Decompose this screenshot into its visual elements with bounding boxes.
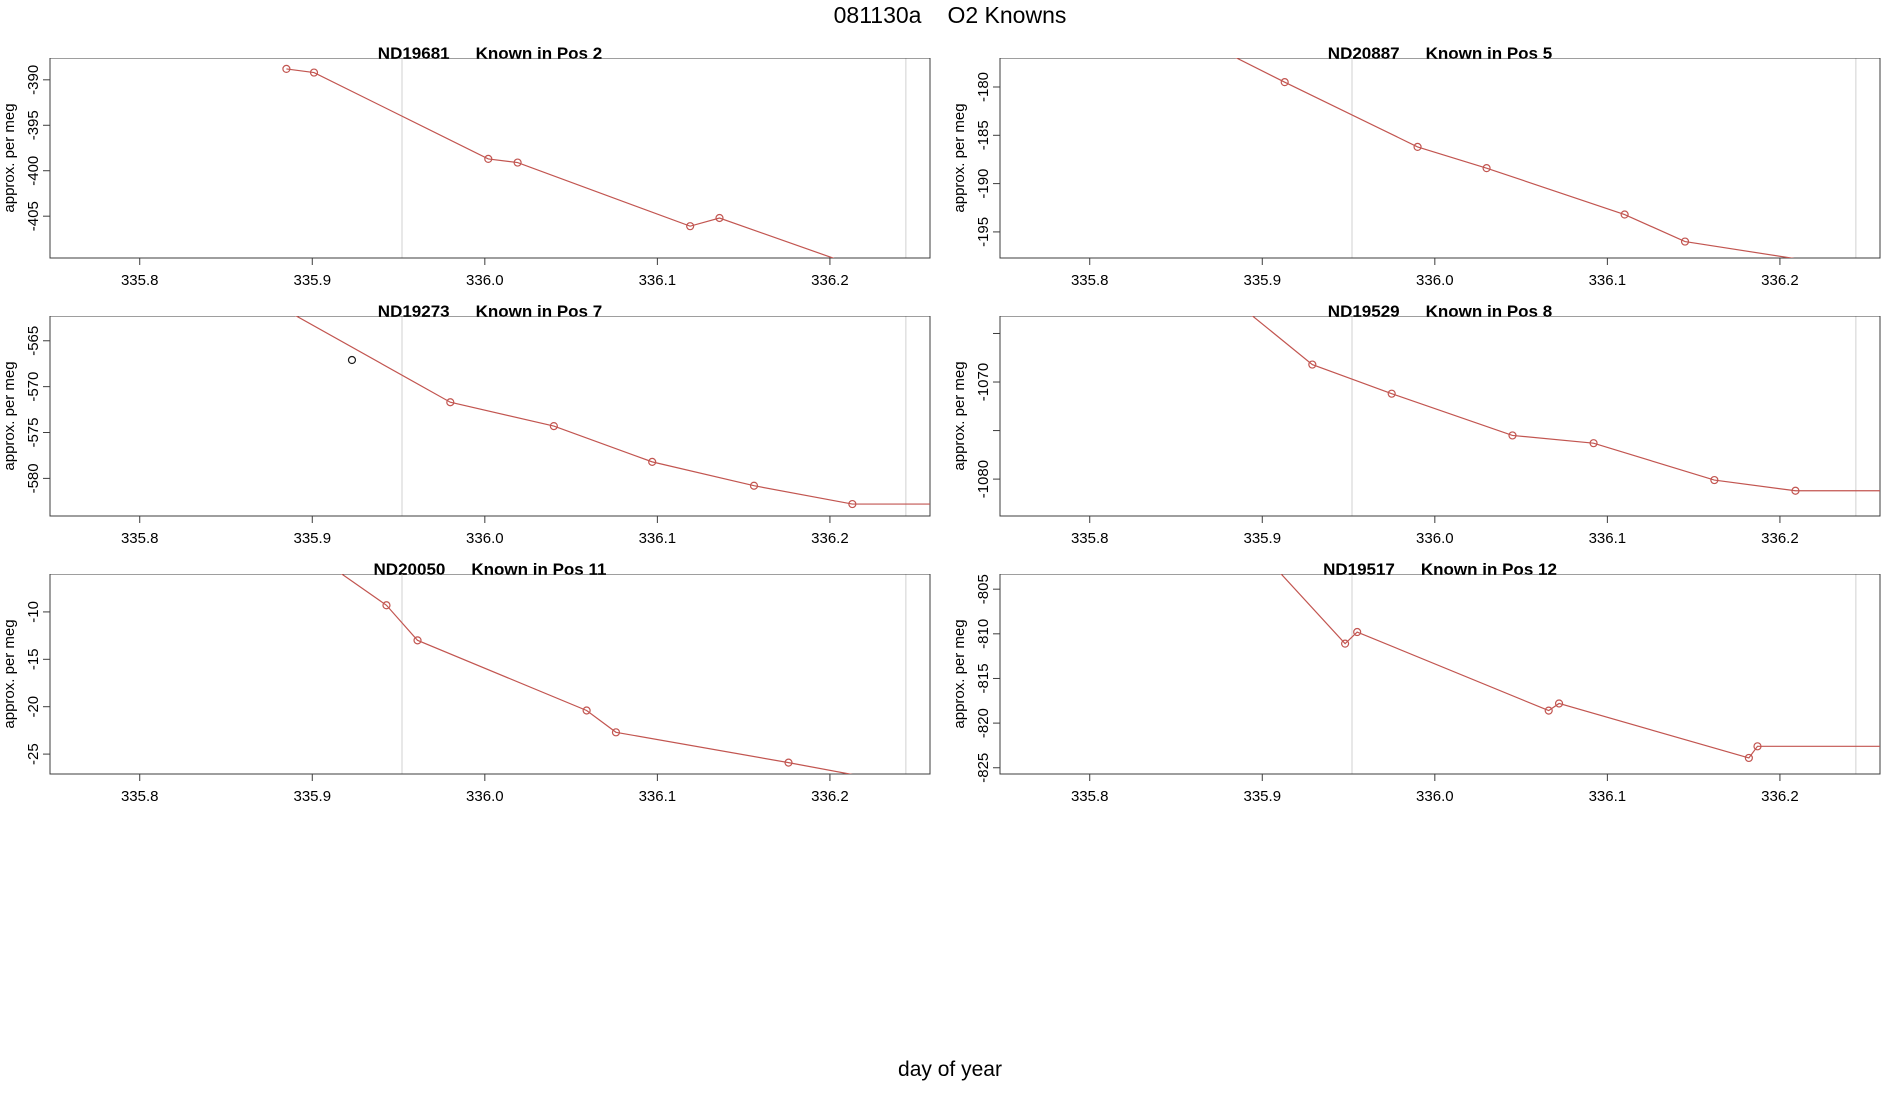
svg-text:-570: -570: [25, 372, 42, 402]
subplot-pos11: ND20050 Known in Pos 11 335.8 335.9 336.0 33…: [0, 546, 950, 811]
svg-text:-10: -10: [25, 601, 42, 623]
svg-text:335.8: 335.8: [121, 272, 159, 289]
svg-text:336.0: 336.0: [466, 788, 504, 805]
svg-text:336.1: 336.1: [1589, 530, 1627, 547]
subplot-pos7: ND19273 Known in Pos 7 335.8 335.9 336.0 336…: [0, 288, 950, 553]
line-chart-pos5: 335.8 335.9 336.0 336.1 336.2 -180 -185 -190 -19…: [951, 58, 1881, 289]
main-title: 081130a O2 Knowns: [0, 2, 1900, 29]
svg-text:-185: -185: [975, 120, 992, 150]
svg-text:336.2: 336.2: [1761, 530, 1799, 547]
svg-text:-190: -190: [975, 169, 992, 199]
svg-text:-15: -15: [25, 648, 42, 670]
svg-text:-180: -180: [975, 72, 992, 102]
svg-text:approx. per meg: approx. per meg: [951, 103, 968, 212]
svg-text:336.1: 336.1: [1589, 272, 1627, 289]
line-chart-pos12: 335.8 335.9 336.0 336.1 336.2 -805 -810 -815 -82…: [951, 574, 1881, 805]
svg-text:335.9: 335.9: [1244, 788, 1282, 805]
svg-text:-825: -825: [975, 753, 992, 783]
svg-text:335.9: 335.9: [294, 272, 332, 289]
svg-text:336.2: 336.2: [811, 788, 849, 805]
svg-text:335.8: 335.8: [121, 530, 159, 547]
line-chart-pos8: 335.8 335.9 336.0 336.1 336.2 -1070 -1080 appro…: [951, 316, 1881, 547]
svg-text:-20: -20: [25, 696, 42, 718]
line-chart-pos7: 335.8 335.9 336.0 336.1 336.2 -565 -570 -575 -58…: [1, 316, 931, 547]
svg-text:336.2: 336.2: [1761, 272, 1799, 289]
svg-text:336.2: 336.2: [811, 530, 849, 547]
svg-text:336.1: 336.1: [1589, 788, 1627, 805]
svg-text:-405: -405: [25, 201, 42, 231]
svg-text:336.1: 336.1: [639, 272, 677, 289]
svg-text:336.0: 336.0: [1416, 272, 1454, 289]
subplot-pos8: ND19529 Known in Pos 8 335.8 335.9 336.0 336…: [950, 288, 1900, 553]
svg-text:-195: -195: [975, 217, 992, 247]
svg-text:approx. per meg: approx. per meg: [951, 361, 968, 470]
svg-text:-815: -815: [975, 663, 992, 693]
svg-text:-580: -580: [25, 463, 42, 493]
svg-text:336.0: 336.0: [466, 530, 504, 547]
svg-text:-820: -820: [975, 708, 992, 738]
svg-text:336.0: 336.0: [466, 272, 504, 289]
svg-text:335.8: 335.8: [1071, 272, 1109, 289]
svg-text:335.9: 335.9: [294, 530, 332, 547]
svg-text:-1070: -1070: [975, 363, 992, 401]
main-title-run-label: 081130a: [833, 2, 922, 28]
svg-text:-575: -575: [25, 417, 42, 447]
svg-text:335.8: 335.8: [121, 788, 159, 805]
svg-text:-395: -395: [25, 110, 42, 140]
svg-text:approx. per meg: approx. per meg: [1, 619, 18, 728]
svg-text:336.1: 336.1: [639, 788, 677, 805]
svg-text:335.9: 335.9: [294, 788, 332, 805]
subplot-pos12: ND19517 Known in Pos 12 335.8 335.9 336.0 33…: [950, 546, 1900, 811]
svg-text:-565: -565: [25, 326, 42, 356]
svg-text:-805: -805: [975, 574, 992, 604]
svg-text:336.2: 336.2: [1761, 788, 1799, 805]
main-title-text: O2 Knowns: [947, 2, 1067, 28]
subplot-pos5: ND20887 Known in Pos 5 335.8 335.9 336.0 336…: [950, 30, 1900, 295]
svg-text:336.0: 336.0: [1416, 788, 1454, 805]
svg-text:-25: -25: [25, 743, 42, 765]
line-chart-pos11: 335.8 335.9 336.0 336.1 336.2 -10 -15 -20 -25 app…: [1, 574, 931, 805]
svg-text:approx. per meg: approx. per meg: [951, 619, 968, 728]
subplot-pos2: ND19681 Known in Pos 2 335.8 335.9 336.0 336…: [0, 30, 950, 295]
x-axis-title: day of year: [898, 1058, 1002, 1081]
svg-text:-390: -390: [25, 65, 42, 95]
svg-text:335.8: 335.8: [1071, 530, 1109, 547]
svg-text:-1080: -1080: [975, 460, 992, 498]
svg-text:336.2: 336.2: [811, 272, 849, 289]
svg-text:335.9: 335.9: [1244, 530, 1282, 547]
svg-text:336.1: 336.1: [639, 530, 677, 547]
svg-text:-400: -400: [25, 156, 42, 186]
svg-text:335.9: 335.9: [1244, 272, 1282, 289]
svg-text:approx. per meg: approx. per meg: [1, 361, 18, 470]
line-chart-pos2: 335.8 335.9 336.0 336.1 336.2 -390 -395 -400 -40…: [1, 58, 931, 289]
svg-text:-810: -810: [975, 619, 992, 649]
svg-text:approx. per meg: approx. per meg: [1, 103, 18, 212]
svg-text:336.0: 336.0: [1416, 530, 1454, 547]
svg-text:335.8: 335.8: [1071, 788, 1109, 805]
